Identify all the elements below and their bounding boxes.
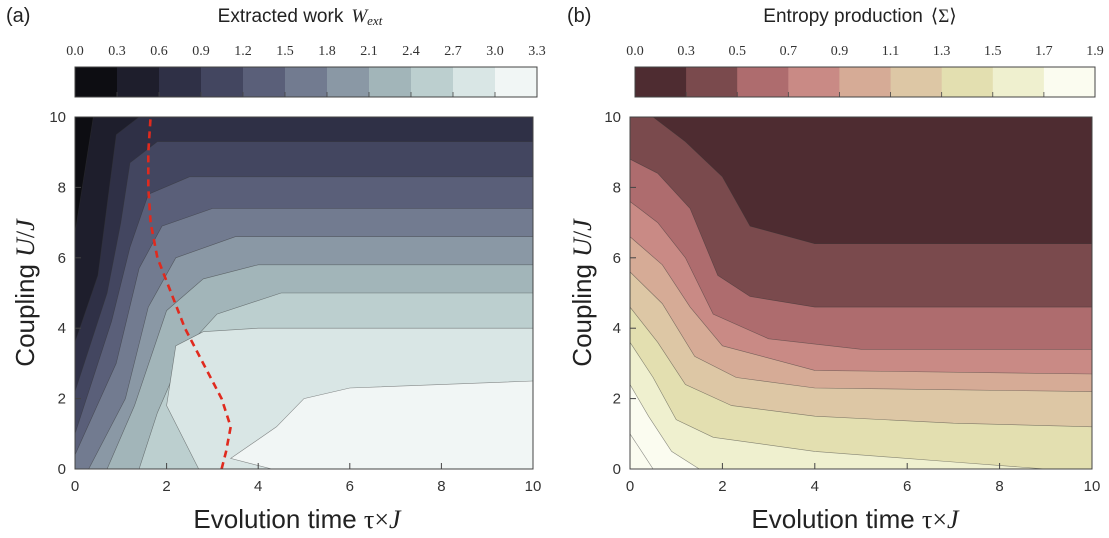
x-tick-label-a-5: 10 [525, 478, 542, 495]
colorbar-tick-label-a-7: 2.1 [360, 44, 378, 59]
colorbar-swatch-a-0 [75, 67, 118, 97]
colorbar-tick-label-a-4: 1.2 [234, 44, 252, 59]
colorbar-swatch-a-2 [159, 67, 202, 97]
colorbar-tick-label-a-6: 1.8 [318, 44, 336, 59]
panel-b-title: Entropy production ⟨Σ⟩ [763, 6, 956, 27]
x-tick-label-b-5: 10 [1084, 478, 1101, 495]
x-tick-label-b-0: 0 [626, 478, 634, 495]
colorbar-swatch-a-10 [495, 67, 538, 97]
colorbar-tick-label-a-11: 3.3 [528, 44, 546, 59]
axes-a: 0 2 4 6 8 10 0 2 4 6 8 10 [49, 109, 541, 495]
colorbar-tick-label-b-9: 1.9 [1086, 44, 1104, 59]
x-axis-label-b: Evolution time τ×J [751, 504, 960, 534]
y-tick-label-b-4: 8 [613, 179, 621, 196]
x-axis-label-a: Evolution time τ×J [193, 504, 402, 534]
colorbar-swatch-a-7 [369, 67, 412, 97]
colorbar-swatch-b-1 [686, 67, 738, 97]
colorbar-b: 0.0 0.3 0.5 0.7 0.9 1.1 1.3 1.5 1.7 1.9 [626, 44, 1104, 98]
axes-b: 0 2 4 6 8 10 0 2 4 6 8 10 [604, 109, 1100, 495]
colorbar-swatch-b-0 [635, 67, 687, 97]
x-tick-label-a-0: 0 [71, 478, 79, 495]
colorbar-swatch-a-4 [243, 67, 286, 97]
colorbar-swatch-b-5 [890, 67, 943, 97]
y-tick-label-b-2: 4 [613, 320, 621, 337]
colorbar-frame-b [634, 66, 1096, 98]
colorbar-tick-label-a-2: 0.6 [150, 44, 168, 59]
x-tick-label-a-1: 2 [162, 478, 170, 495]
colorbar-tick-label-a-8: 2.4 [402, 44, 420, 59]
colorbar-tick-label-a-9: 2.7 [444, 44, 462, 59]
colorbar-tick-label-b-5: 1.1 [882, 44, 900, 59]
y-tick-label-a-3: 6 [58, 250, 66, 267]
y-tick-label-b-0: 0 [613, 461, 621, 478]
y-tick-label-b-1: 2 [613, 391, 621, 408]
y-tick-label-a-2: 4 [58, 320, 66, 337]
contour-region-b-9 [630, 433, 1092, 469]
overlay-curve-a [147, 117, 233, 469]
colorbar-tick-label-b-6: 1.3 [933, 44, 951, 59]
panel-a-label: (a) [6, 5, 30, 27]
y-tick-label-b-5: 10 [604, 109, 621, 126]
colorbar-swatch-a-5 [285, 67, 328, 97]
x-tick-label-b-3: 6 [903, 478, 911, 495]
colorbar-swatch-b-4 [839, 67, 891, 97]
colorbar-frame-a [74, 66, 538, 98]
colorbar-tick-label-b-7: 1.5 [984, 44, 1002, 59]
colorbar-tick-label-a-10: 3.0 [486, 44, 504, 59]
colorbar-tick-label-a-5: 1.5 [276, 44, 294, 59]
y-axis-label-a: Coupling U/J [10, 218, 40, 367]
colorbar-tick-label-a-0: 0.0 [66, 44, 84, 59]
colorbar-tick-label-b-8: 1.7 [1035, 44, 1053, 59]
x-tick-label-b-1: 2 [718, 478, 726, 495]
colorbar-a: 0.0 0.3 0.6 0.9 1.2 1.5 1.8 2.1 2.4 2.7 3.0 3.3 [66, 44, 546, 98]
colorbar-swatch-b-3 [788, 67, 840, 97]
contour-region-b-6 [630, 306, 1092, 469]
plot-frame-a [74, 116, 534, 470]
y-tick-label-a-5: 10 [49, 109, 66, 126]
colorbar-swatch-a-6 [327, 67, 370, 97]
colorbar-tick-label-b-1: 0.3 [677, 44, 695, 59]
colorbar-tick-label-a-3: 0.9 [192, 44, 210, 59]
colorbar-tick-label-b-0: 0.0 [626, 44, 644, 59]
colorbar-swatch-b-8 [1043, 67, 1096, 97]
x-tick-label-a-3: 6 [346, 478, 354, 495]
y-tick-label-a-1: 2 [58, 391, 66, 408]
y-tick-label-a-4: 8 [58, 179, 66, 196]
panel-a: (a) Extracted work Wext 0.0 0.3 0.6 0.9 1.2 1.… [6, 5, 546, 534]
colorbar-tick-label-b-2: 0.5 [728, 44, 746, 59]
colorbar-swatch-b-2 [737, 67, 789, 97]
y-tick-label-a-0: 0 [58, 461, 66, 478]
y-tick-label-b-3: 6 [613, 250, 621, 267]
colorbar-swatch-b-6 [941, 67, 994, 97]
colorbar-swatch-a-9 [453, 67, 496, 97]
colorbar-swatch-b-7 [992, 67, 1045, 97]
colorbar-swatch-a-1 [117, 67, 160, 97]
panel-b-label: (b) [567, 5, 591, 27]
colorbar-swatch-a-3 [201, 67, 244, 97]
contour-region-b-8 [630, 383, 1092, 469]
colorbar-tick-label-a-1: 0.3 [108, 44, 126, 59]
colorbar-swatch-a-8 [411, 67, 454, 97]
x-tick-label-a-2: 4 [254, 478, 262, 495]
contour-region-a-10 [229, 380, 533, 469]
x-tick-label-b-4: 8 [995, 478, 1003, 495]
contour-plot-b [630, 117, 1092, 469]
panel-b: (b) Entropy production ⟨Σ⟩ 0.0 0.3 0.5 0.7 0.… [567, 5, 1104, 534]
plot-frame-b [629, 116, 1093, 470]
panel-a-title: Extracted work Wext [218, 6, 383, 28]
colorbar-tick-label-b-3: 0.7 [780, 44, 798, 59]
x-tick-label-b-2: 4 [811, 478, 819, 495]
x-tick-label-a-4: 8 [437, 478, 445, 495]
contour-plot-a [75, 117, 533, 469]
y-axis-label-b: Coupling U/J [567, 218, 597, 367]
colorbar-tick-label-b-4: 0.9 [831, 44, 849, 59]
